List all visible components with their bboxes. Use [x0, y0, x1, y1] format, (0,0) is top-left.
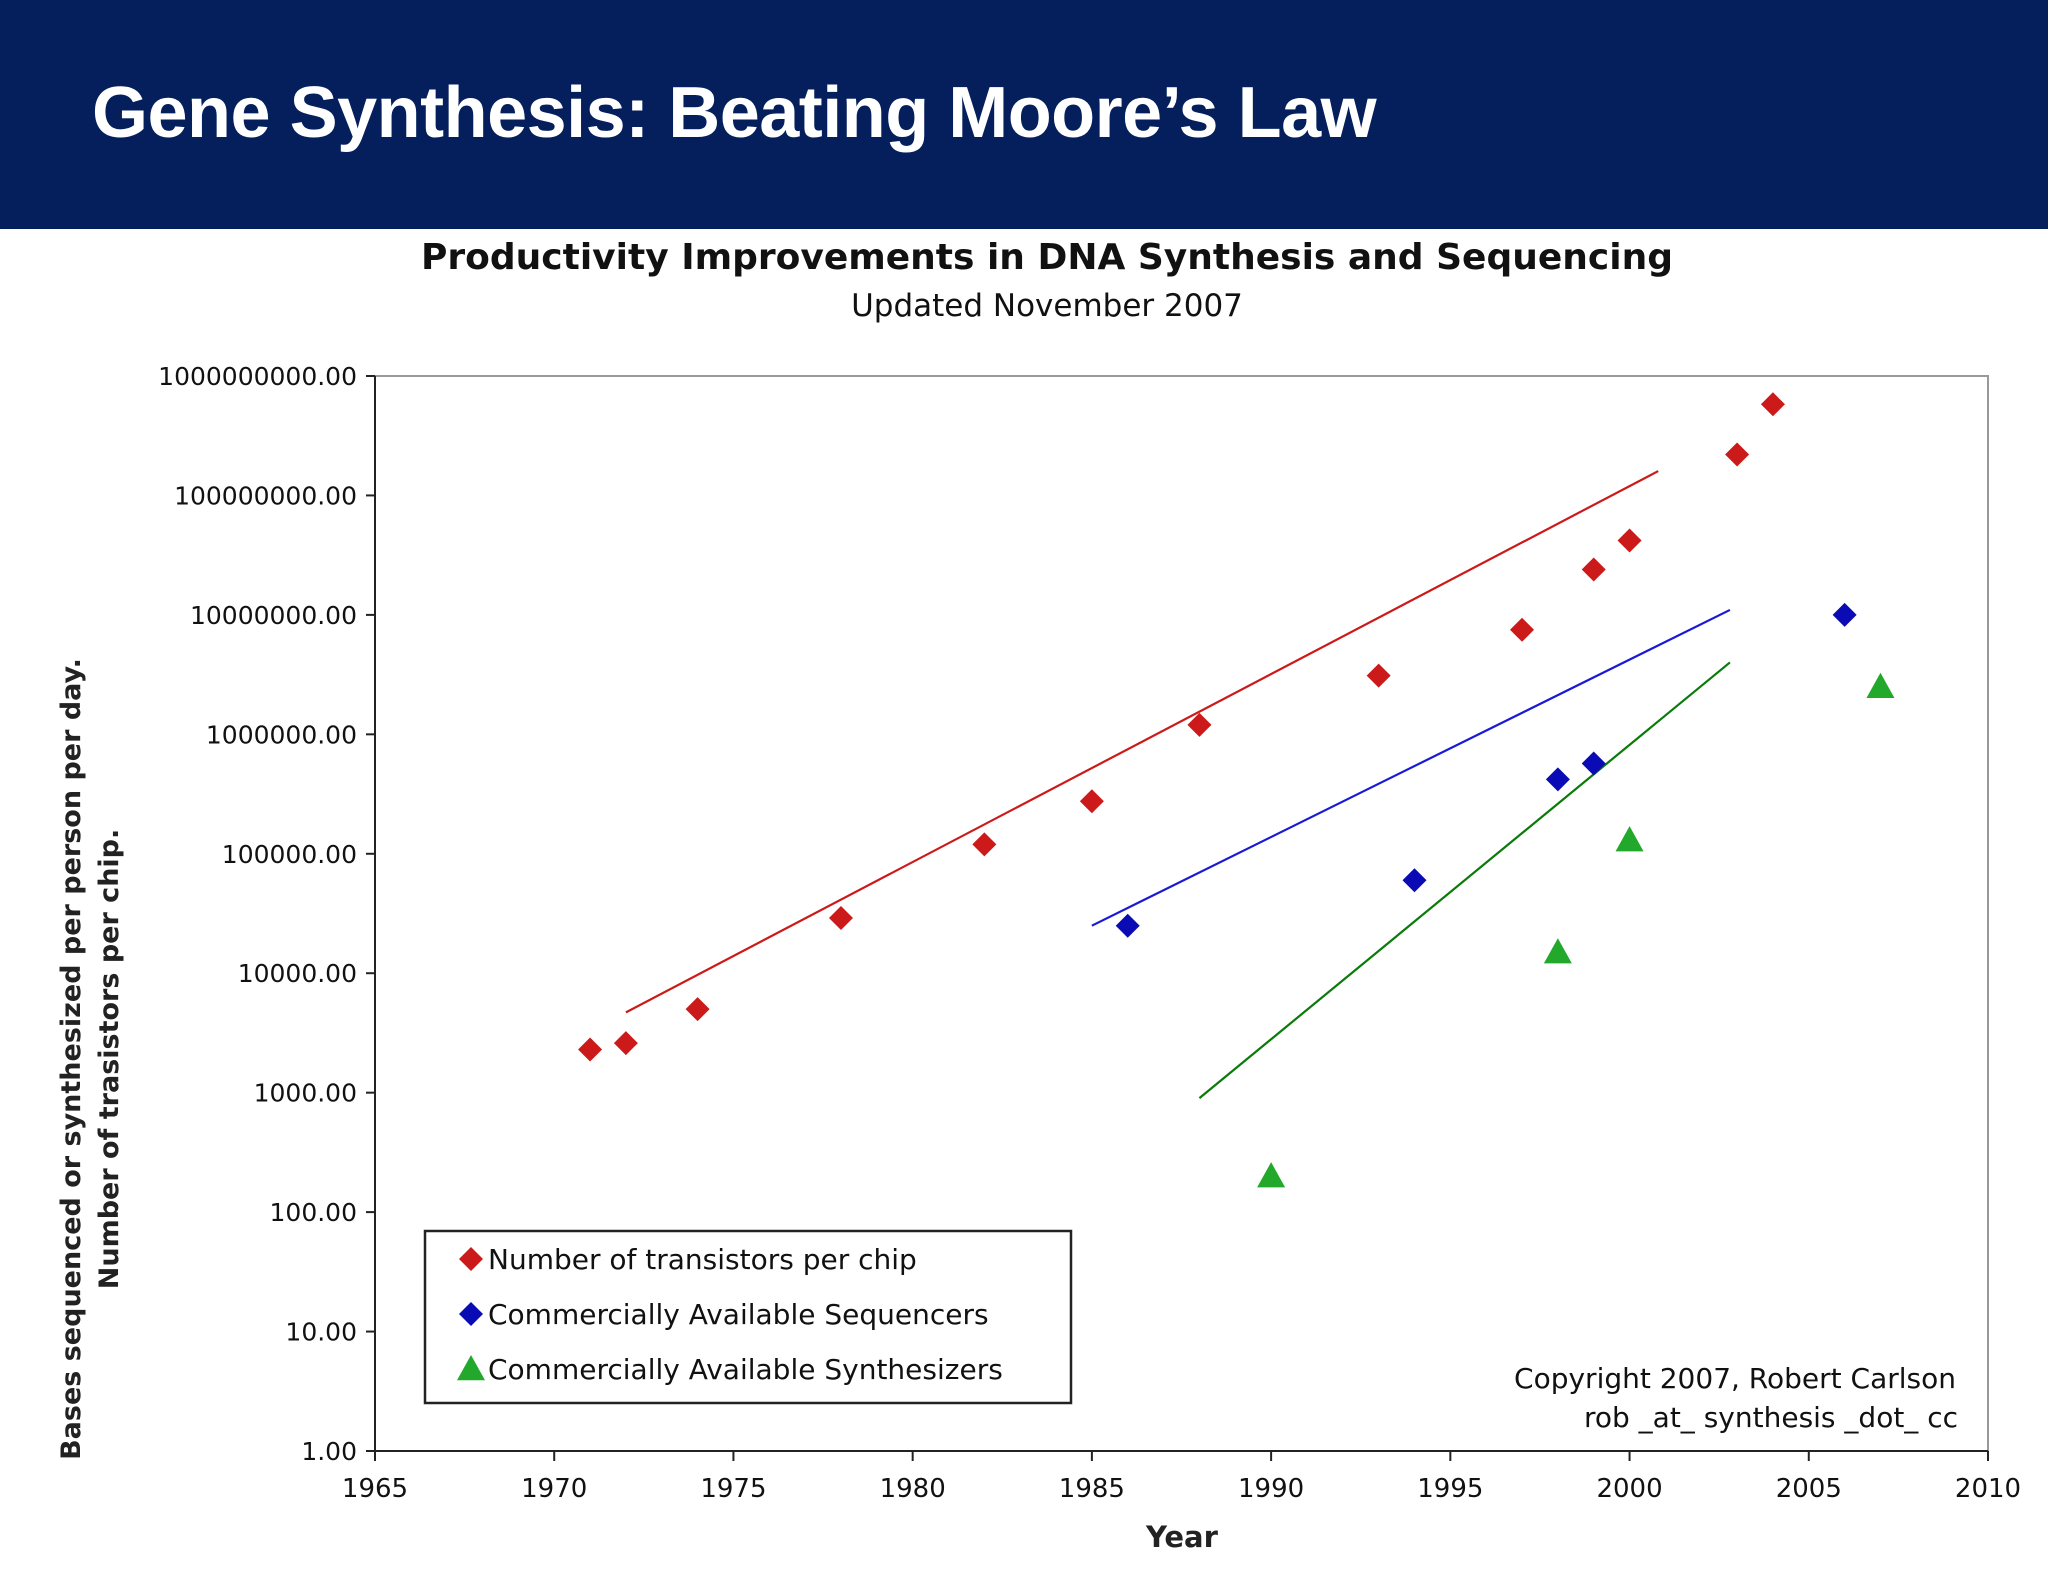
point-sequencers: [1402, 868, 1427, 893]
legend-marker-synthesizers: [457, 1355, 485, 1381]
trendline-transistors: [625, 470, 1659, 1014]
point-transistors: [1760, 392, 1785, 417]
trendlines: [625, 470, 1731, 1099]
legend-label-sequencers: Commercially Available Sequencers: [488, 1298, 989, 1331]
chart-subtitle: Updated November 2007: [851, 288, 1243, 324]
point-transistors: [685, 997, 710, 1022]
point-sequencers: [1581, 751, 1606, 776]
y-tick-label: 10000.00: [238, 959, 357, 988]
copyright-annotation: Copyright 2007, Robert Carlson rob _at_ …: [1514, 1362, 1958, 1434]
legend-marker-transistors: [459, 1247, 483, 1271]
title-banner: Gene Synthesis: Beating Moore’s Law: [0, 0, 2048, 229]
point-transistors: [1079, 789, 1104, 814]
x-tick-label: 1965: [342, 1474, 408, 1504]
x-tick-label: 1970: [521, 1474, 587, 1504]
point-transistors: [578, 1037, 603, 1062]
point-transistors: [1366, 663, 1391, 688]
y-tick-label: 100000.00: [222, 840, 357, 869]
point-sequencers: [1115, 913, 1140, 938]
trendline-synthesizers: [1198, 661, 1731, 1099]
x-tick-label: 2000: [1596, 1474, 1662, 1504]
y-tick-label: 100.00: [270, 1198, 357, 1227]
y-axis-label: Bases sequenced or synthesized per perso…: [56, 658, 87, 1460]
point-transistors: [972, 832, 997, 857]
point-synthesizers: [1257, 1162, 1286, 1188]
legend-label-synthesizers: Commercially Available Synthesizers: [488, 1353, 1003, 1386]
y-tick-label: 100000000.00: [174, 481, 357, 510]
y-tick-label: 10.00: [285, 1318, 357, 1347]
point-sequencers: [1545, 767, 1570, 792]
point-transistors: [613, 1031, 638, 1056]
y-axis-title: Bases sequenced or synthesized per perso…: [56, 658, 125, 1460]
x-tick-label: 2010: [1955, 1474, 2021, 1504]
x-tick-label: 1995: [1417, 1474, 1483, 1504]
point-transistors: [828, 905, 853, 930]
legend-marker-sequencers: [459, 1302, 483, 1326]
point-transistors: [1510, 617, 1535, 642]
legend-box: [423, 1229, 1073, 1405]
point-transistors: [1187, 712, 1212, 737]
chart-title: Productivity Improvements in DNA Synthes…: [421, 237, 1673, 278]
point-transistors: [1725, 442, 1750, 467]
point-transistors: [1581, 557, 1606, 582]
y-axis-label-secondary: Number of trasistors per chip.: [94, 829, 125, 1290]
x-tick-label: 1990: [1238, 1474, 1304, 1504]
x-tick-label: 2005: [1776, 1474, 1842, 1504]
x-tick-label: 1985: [1059, 1474, 1125, 1504]
y-tick-label: 1000000000.00: [158, 362, 357, 391]
y-tick-label: 1000.00: [254, 1079, 357, 1108]
y-tick-label: 1.00: [301, 1437, 357, 1466]
trendline-sequencers: [1091, 608, 1731, 927]
axes: 1.00 10.00 100.00 1000.00 10000.00 100000.00 1…: [158, 362, 2021, 1504]
point-synthesizers: [1543, 938, 1572, 964]
y-tick-label: 10000000.00: [190, 601, 357, 630]
x-axis-label: Year: [1145, 1520, 1219, 1554]
point-synthesizers: [1615, 826, 1644, 852]
x-tick-label: 1980: [880, 1474, 946, 1504]
y-tick-label: 1000000.00: [206, 720, 357, 749]
data-points: [578, 392, 1895, 1188]
point-sequencers: [1832, 602, 1857, 627]
legend: Number of transistors per chip Commercial…: [423, 1229, 1073, 1405]
slide-title: Gene Synthesis: Beating Moore’s Law: [92, 73, 1377, 153]
legend-label-transistors: Number of transistors per chip: [488, 1243, 917, 1276]
x-tick-label: 1975: [700, 1474, 766, 1504]
point-transistors: [1617, 528, 1642, 553]
copyright-line: Copyright 2007, Robert Carlson: [1514, 1362, 1956, 1395]
productivity-chart: Productivity Improvements in DNA Synthes…: [56, 237, 2021, 1554]
point-synthesizers: [1866, 672, 1895, 699]
contact-line: rob _at_ synthesis _dot_ cc: [1584, 1401, 1958, 1434]
